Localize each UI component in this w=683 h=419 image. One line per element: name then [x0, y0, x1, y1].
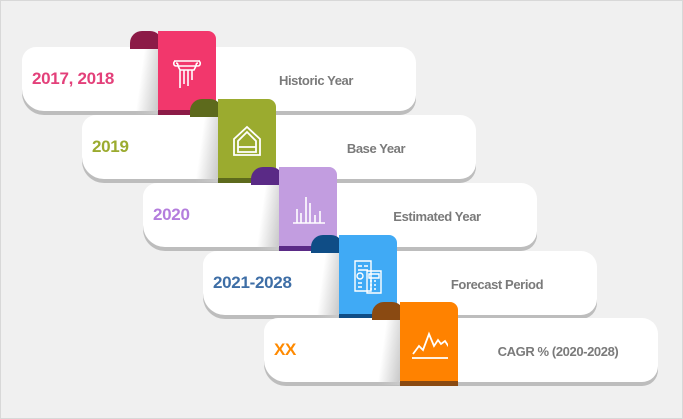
tab-cap [311, 235, 343, 253]
row-label: Base Year [346, 141, 406, 156]
bar-chart-icon [289, 189, 327, 227]
row-card [264, 318, 658, 382]
icon-tab [400, 302, 458, 386]
tab-cap [190, 99, 222, 117]
line-chart-icon [410, 324, 450, 362]
tab-bottom [339, 314, 397, 319]
tab-bottom [218, 178, 276, 183]
calculator-document-icon [349, 257, 387, 295]
pillar-icon [168, 53, 206, 91]
row-value: 2019 [92, 137, 129, 156]
tab-bottom [400, 381, 458, 386]
tab-cap [372, 302, 404, 320]
tab-bottom [158, 110, 216, 115]
row-label: Estimated Year [393, 209, 481, 224]
house-icon [228, 121, 266, 159]
tab-cap [130, 31, 162, 49]
row-value: 2021-2028 [213, 273, 292, 292]
tab-bottom [279, 246, 337, 251]
row-value: XX [274, 340, 297, 359]
timeline-row: XX CAGR % (2020-2028) [264, 302, 683, 392]
row-label: Historic Year [278, 73, 354, 88]
tab-cap [251, 167, 283, 185]
row-value: 2020 [153, 205, 190, 224]
row-value: 2017, 2018 [32, 69, 115, 88]
row-label: Forecast Period [450, 277, 544, 292]
row-label: CAGR % (2020-2028) [497, 344, 619, 359]
